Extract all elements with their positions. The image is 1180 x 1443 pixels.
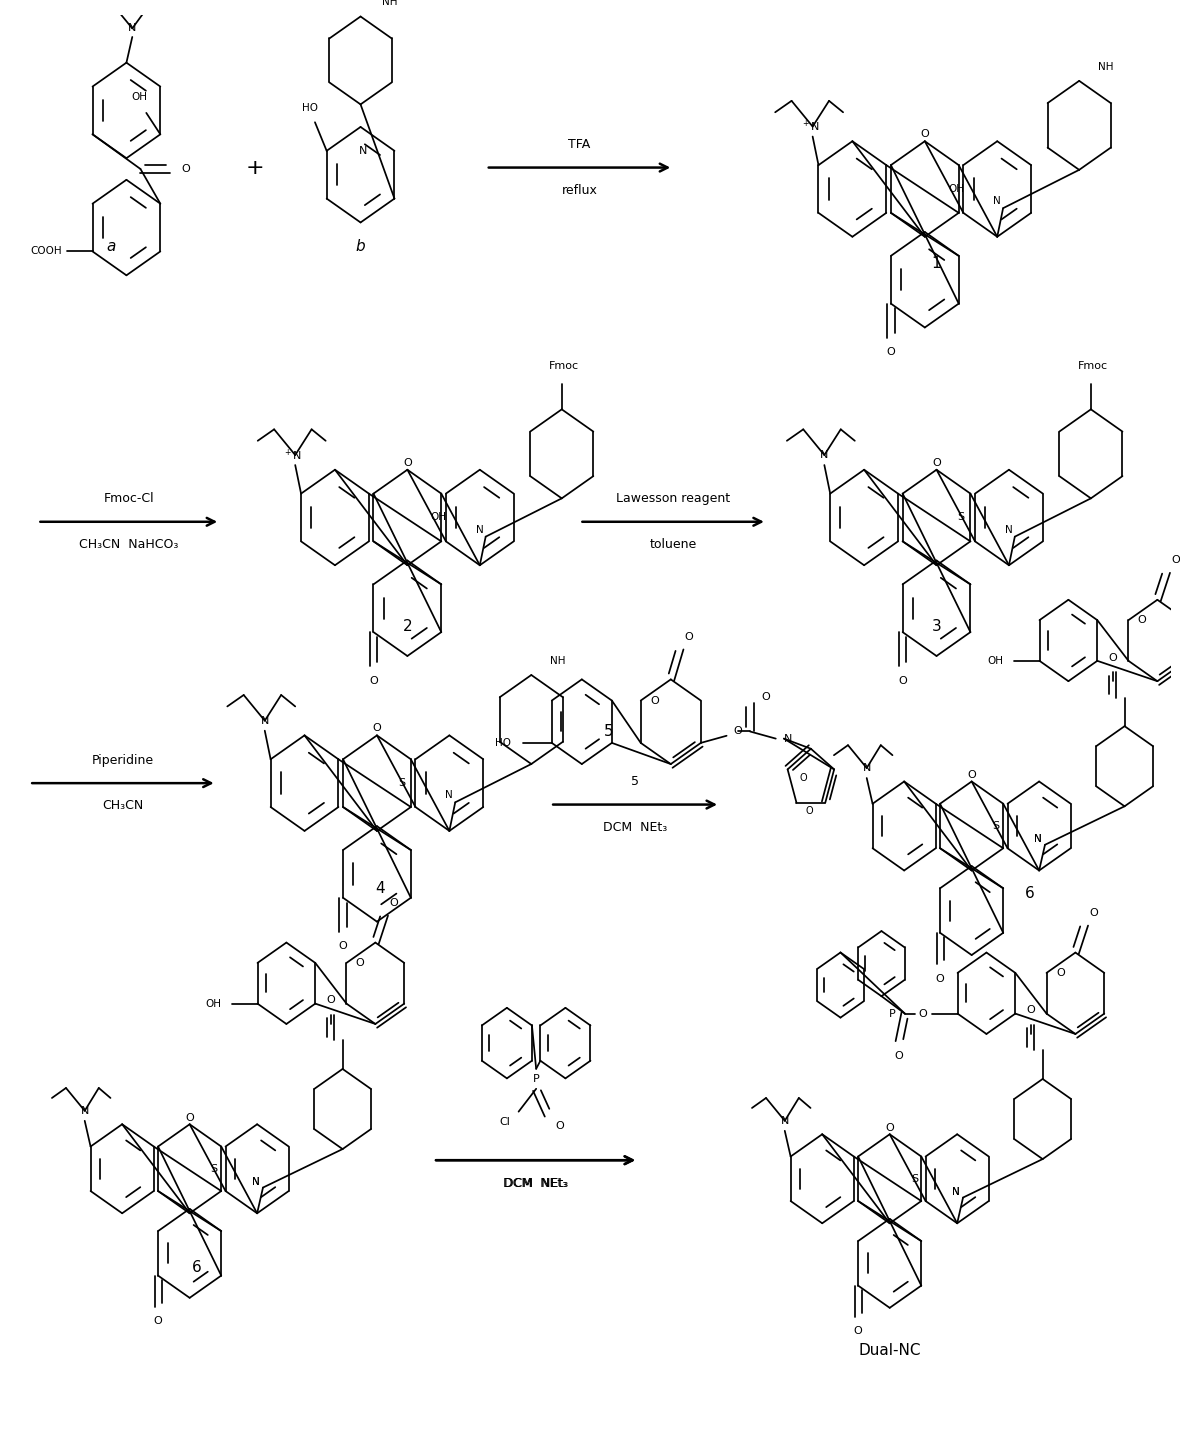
Text: N: N bbox=[129, 23, 137, 33]
Text: O: O bbox=[854, 1326, 863, 1336]
Text: Piperidine: Piperidine bbox=[92, 753, 153, 766]
Text: O: O bbox=[369, 675, 378, 685]
Text: DCM  NEt₃: DCM NEt₃ bbox=[504, 1176, 569, 1189]
Text: O: O bbox=[182, 165, 190, 175]
Text: O: O bbox=[936, 974, 944, 984]
Text: 6: 6 bbox=[1025, 886, 1035, 900]
Text: O: O bbox=[1172, 554, 1180, 564]
Text: O: O bbox=[356, 958, 365, 968]
Text: P: P bbox=[533, 1074, 539, 1084]
Text: O: O bbox=[1108, 652, 1117, 662]
Text: 4: 4 bbox=[375, 882, 386, 896]
Text: O: O bbox=[806, 807, 813, 817]
Text: N: N bbox=[251, 1177, 260, 1186]
Text: HO: HO bbox=[494, 737, 511, 747]
Text: N: N bbox=[952, 1186, 959, 1196]
Text: OH: OH bbox=[205, 999, 221, 1009]
Text: Fmoc-Cl: Fmoc-Cl bbox=[104, 492, 155, 505]
Text: 2: 2 bbox=[402, 619, 412, 633]
Text: N: N bbox=[251, 1177, 260, 1186]
Text: b: b bbox=[355, 238, 366, 254]
Text: Lawesson reagent: Lawesson reagent bbox=[616, 492, 730, 505]
Text: P: P bbox=[889, 1009, 896, 1019]
Text: N: N bbox=[359, 147, 368, 156]
Text: S: S bbox=[958, 512, 965, 522]
Text: O: O bbox=[327, 996, 335, 1006]
Text: O: O bbox=[555, 1121, 564, 1131]
Text: N: N bbox=[994, 196, 1001, 206]
Text: 6: 6 bbox=[192, 1260, 202, 1274]
Text: 1: 1 bbox=[932, 255, 942, 271]
Text: O: O bbox=[898, 675, 907, 685]
Text: N: N bbox=[781, 1115, 789, 1126]
Text: OH: OH bbox=[986, 655, 1003, 665]
Text: O: O bbox=[404, 457, 412, 468]
Text: OH: OH bbox=[131, 92, 148, 102]
Text: toluene: toluene bbox=[649, 538, 696, 551]
Text: CH₃CN: CH₃CN bbox=[103, 799, 144, 812]
Text: O: O bbox=[373, 723, 381, 733]
Text: 3: 3 bbox=[932, 619, 942, 633]
Text: OH: OH bbox=[949, 185, 964, 193]
Text: Fmoc: Fmoc bbox=[1079, 362, 1108, 371]
Text: N: N bbox=[80, 1105, 88, 1115]
Text: O: O bbox=[920, 128, 929, 139]
Text: N: N bbox=[1034, 834, 1042, 844]
Text: O: O bbox=[185, 1113, 194, 1123]
Text: O: O bbox=[918, 1009, 926, 1019]
Text: TFA: TFA bbox=[569, 139, 591, 152]
Text: NH: NH bbox=[381, 0, 398, 7]
Text: Cl: Cl bbox=[499, 1117, 511, 1127]
Text: 5: 5 bbox=[631, 775, 640, 788]
Text: O: O bbox=[684, 632, 694, 642]
Text: O: O bbox=[389, 898, 398, 908]
Text: O: O bbox=[734, 726, 742, 736]
Text: O: O bbox=[1089, 908, 1099, 918]
Text: a: a bbox=[106, 238, 116, 254]
Text: N: N bbox=[1004, 525, 1012, 534]
Text: N: N bbox=[820, 450, 828, 460]
Text: O: O bbox=[886, 348, 896, 358]
Text: NH: NH bbox=[1097, 62, 1114, 72]
Text: reflux: reflux bbox=[562, 183, 597, 196]
Text: N: N bbox=[1034, 834, 1042, 844]
Text: N: N bbox=[863, 763, 871, 773]
Text: N: N bbox=[476, 525, 484, 534]
Text: $^+$N: $^+$N bbox=[801, 118, 820, 134]
Text: S: S bbox=[398, 778, 405, 788]
Text: O: O bbox=[153, 1316, 163, 1326]
Text: O: O bbox=[894, 1052, 904, 1062]
Text: O: O bbox=[1027, 1006, 1035, 1016]
Text: 5: 5 bbox=[604, 724, 614, 739]
Text: COOH: COOH bbox=[30, 247, 61, 257]
Text: O: O bbox=[1056, 968, 1064, 978]
Text: +: + bbox=[245, 157, 264, 177]
Text: O: O bbox=[968, 769, 976, 779]
Text: $^+$N: $^+$N bbox=[283, 447, 302, 463]
Text: HO: HO bbox=[302, 102, 319, 113]
Text: S: S bbox=[911, 1173, 918, 1183]
Text: O: O bbox=[1138, 615, 1147, 625]
Text: S: S bbox=[992, 821, 999, 831]
Text: CH₃CN  NaHCO₃: CH₃CN NaHCO₃ bbox=[79, 538, 178, 551]
Text: N: N bbox=[952, 1186, 959, 1196]
Text: DCM  NEt₃: DCM NEt₃ bbox=[504, 1176, 568, 1189]
Text: O: O bbox=[799, 773, 807, 784]
Text: OH: OH bbox=[431, 512, 447, 522]
Text: N: N bbox=[261, 716, 269, 726]
Text: O: O bbox=[762, 693, 771, 703]
Text: NH: NH bbox=[550, 655, 565, 665]
Text: O: O bbox=[885, 1123, 894, 1133]
Text: O: O bbox=[339, 941, 347, 951]
Text: O: O bbox=[932, 457, 940, 468]
Text: DCM  NEt₃: DCM NEt₃ bbox=[603, 821, 667, 834]
Text: S: S bbox=[211, 1163, 218, 1173]
Text: O: O bbox=[650, 696, 658, 706]
Text: Fmoc: Fmoc bbox=[549, 362, 579, 371]
Text: N: N bbox=[445, 791, 453, 801]
Text: N: N bbox=[784, 733, 792, 743]
Text: Dual-NC: Dual-NC bbox=[859, 1342, 920, 1358]
